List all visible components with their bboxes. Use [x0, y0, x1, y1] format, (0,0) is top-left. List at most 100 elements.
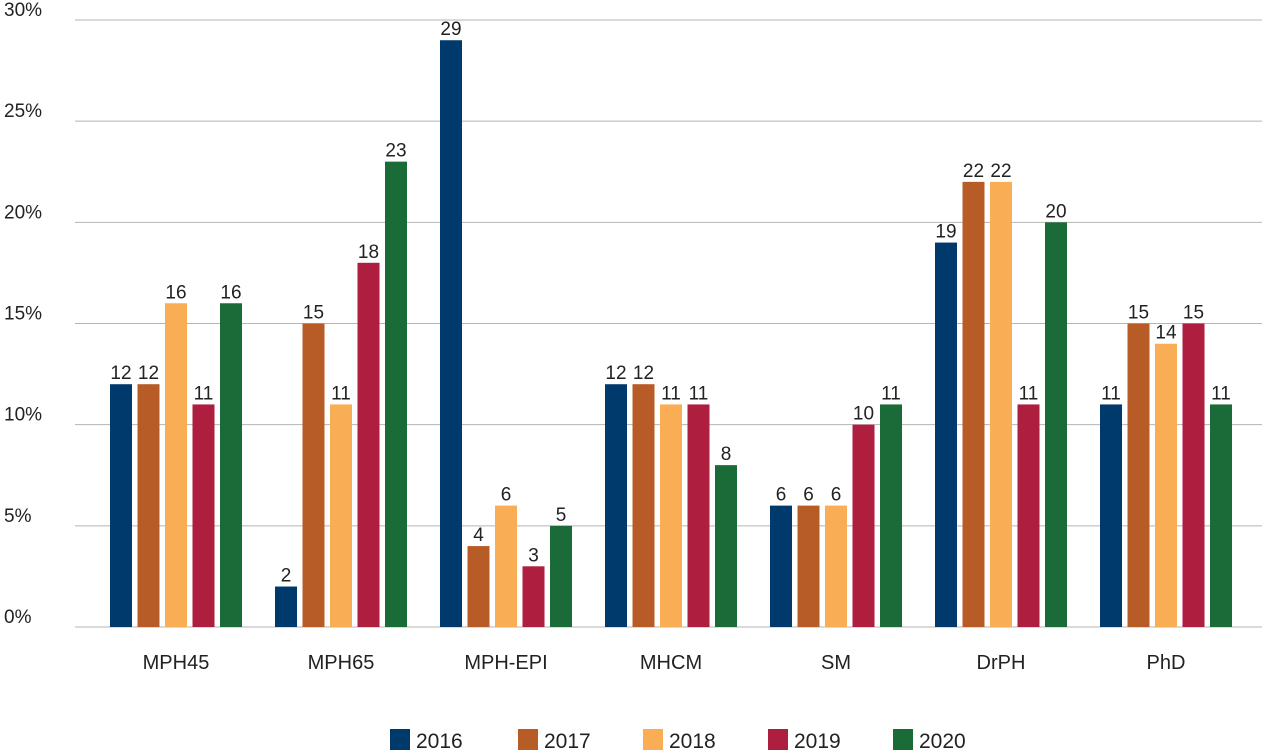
bar: [165, 303, 187, 627]
bar: [687, 404, 710, 627]
bar: [275, 586, 297, 627]
data-label: 15: [1183, 303, 1204, 324]
legend-swatch: [768, 729, 788, 750]
data-label: 5: [556, 505, 567, 526]
category-label: MPH45: [143, 652, 210, 674]
data-label: 6: [776, 485, 787, 506]
data-label: 10: [853, 404, 874, 425]
bar: [1100, 404, 1122, 627]
data-label: 14: [1155, 323, 1177, 344]
data-label: 11: [331, 383, 351, 404]
y-tick-label: 10%: [4, 405, 42, 426]
data-label: 29: [440, 19, 461, 40]
bar: [852, 424, 875, 627]
category-label: SM: [821, 652, 851, 674]
legend-swatch: [518, 729, 538, 750]
data-label: 11: [1019, 383, 1039, 404]
data-label: 4: [473, 525, 484, 546]
data-label: 12: [138, 363, 159, 384]
data-label: 22: [963, 161, 984, 182]
category-label: MPH-EPI: [464, 652, 547, 674]
data-label: 16: [220, 282, 241, 303]
data-label: 18: [358, 242, 379, 263]
data-label: 11: [194, 383, 214, 404]
bar: [440, 40, 462, 627]
category-label: MHCM: [640, 652, 702, 674]
data-label: 19: [935, 222, 956, 243]
data-label: 2: [281, 566, 292, 587]
bar: [715, 465, 737, 627]
bars: [110, 40, 1232, 628]
legend-label: 2020: [919, 730, 966, 753]
category-label: MPH65: [308, 652, 375, 674]
data-label: 16: [165, 282, 186, 303]
bar: [495, 505, 517, 627]
bar: [962, 181, 985, 627]
category-label: PhD: [1147, 652, 1186, 674]
y-tick-label: 15%: [4, 304, 42, 325]
bar: [825, 505, 847, 627]
legend-label: 2017: [544, 730, 591, 753]
bar: [385, 161, 407, 627]
bar: [880, 404, 902, 627]
data-label: 11: [1211, 383, 1231, 404]
data-label: 12: [605, 363, 626, 384]
bar: [220, 303, 242, 627]
legend-swatch: [893, 729, 913, 750]
data-label: 12: [110, 363, 131, 384]
bar: [797, 505, 820, 627]
bar: [990, 181, 1012, 627]
bar: [1155, 343, 1177, 627]
data-label: 11: [689, 383, 709, 404]
data-label: 15: [303, 303, 324, 324]
bar: [550, 525, 572, 627]
bar: [1210, 404, 1232, 627]
legend-swatch: [643, 729, 663, 750]
bar: [770, 505, 792, 627]
bar: [110, 384, 132, 627]
data-label: 12: [633, 363, 654, 384]
bar: [660, 404, 682, 627]
legend-swatch: [390, 729, 410, 750]
bar: [935, 242, 957, 628]
data-label: 8: [721, 444, 732, 465]
bar: [467, 546, 490, 627]
bar: [192, 404, 215, 627]
x-axis: MPH45 MPH65 MPH-EPI MHCM SM DrPH PhD: [143, 652, 1186, 674]
data-label: 11: [881, 383, 901, 404]
data-label: 11: [1101, 383, 1121, 404]
data-label: 6: [831, 485, 842, 506]
legend-label: 2018: [669, 730, 716, 753]
data-label: 15: [1128, 303, 1149, 324]
y-tick-label: 25%: [4, 101, 42, 122]
y-axis: 0% 5% 10% 15% 20% 25% 30%: [4, 0, 42, 628]
legend-label: 2016: [416, 730, 463, 753]
bar: [357, 262, 380, 627]
bar: [302, 323, 325, 627]
bar: [1127, 323, 1150, 627]
data-label: 20: [1045, 201, 1066, 222]
data-label: 23: [385, 141, 406, 162]
bar: [605, 384, 627, 627]
y-tick-label: 30%: [4, 0, 42, 21]
y-tick-label: 5%: [4, 506, 32, 527]
bar: [1017, 404, 1040, 627]
bar: [632, 384, 655, 627]
data-label: 6: [501, 485, 512, 506]
bar: [330, 404, 352, 627]
data-label: 11: [661, 383, 681, 404]
legend: 2016 2017 2018 2019 2020: [390, 729, 966, 753]
bar: [1045, 222, 1067, 628]
category-label: DrPH: [977, 652, 1026, 674]
y-tick-label: 0%: [4, 607, 32, 628]
data-label: 6: [803, 485, 814, 506]
bar: [137, 384, 160, 627]
data-label: 22: [990, 161, 1011, 182]
data-label: 3: [528, 545, 539, 566]
legend-label: 2019: [794, 730, 841, 753]
bar: [522, 566, 545, 627]
y-tick-label: 20%: [4, 202, 42, 223]
bar: [1182, 323, 1205, 627]
